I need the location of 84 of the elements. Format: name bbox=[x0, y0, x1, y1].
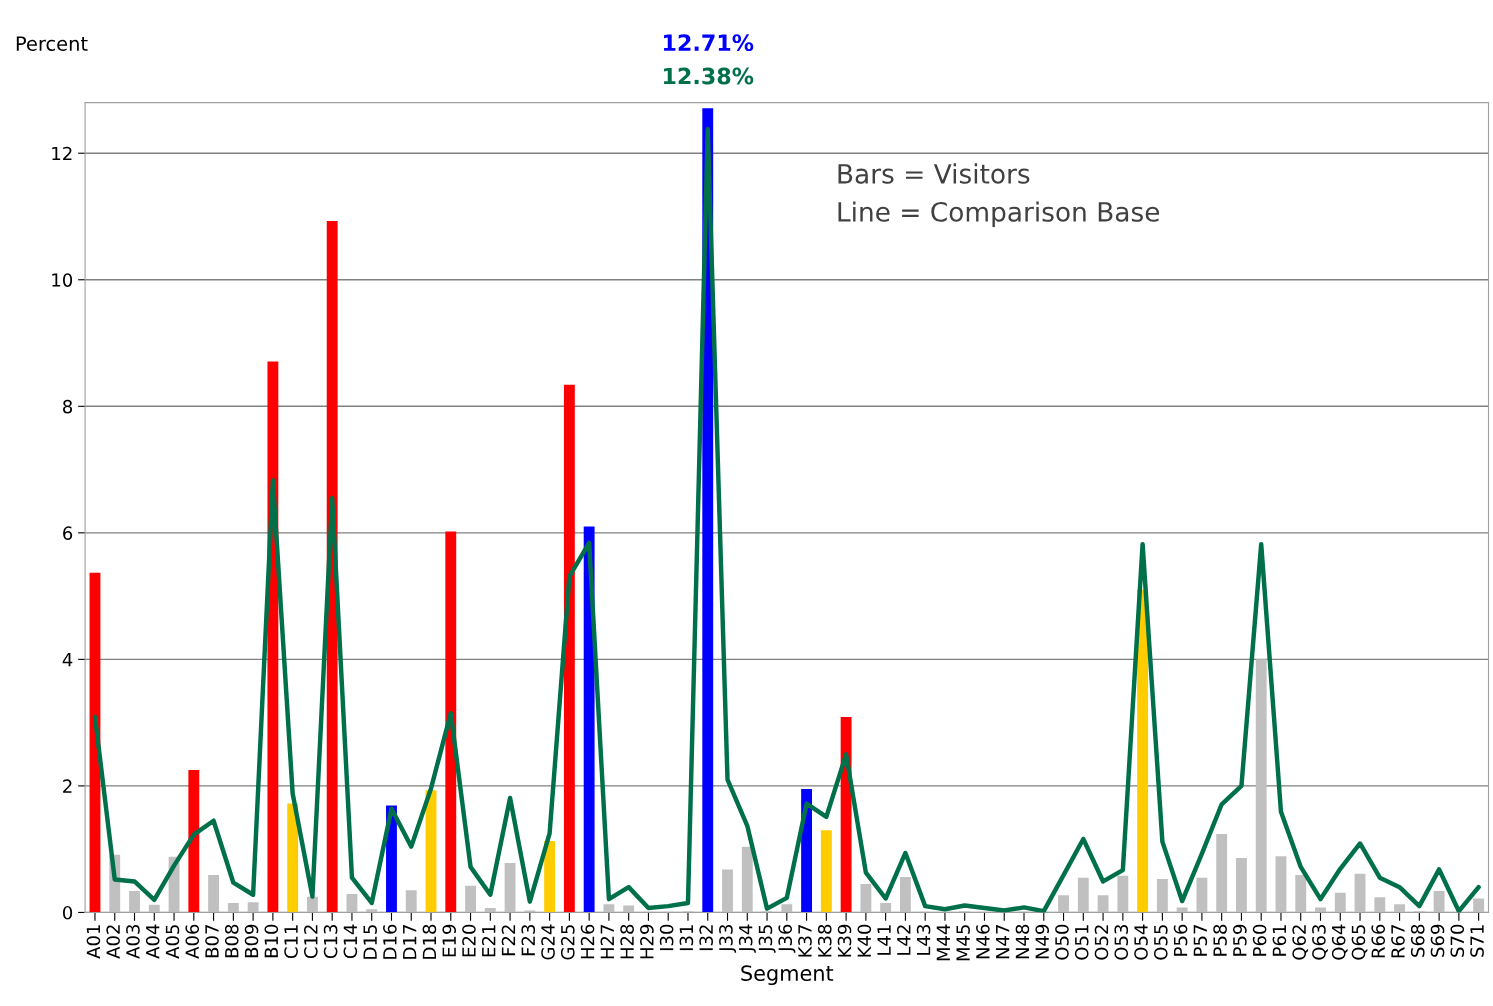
x-tick-label: E21 bbox=[481, 925, 496, 957]
x-tick-label: N49 bbox=[1035, 924, 1050, 959]
x-tick-label: N46 bbox=[976, 924, 990, 959]
y-tick-label: 10 bbox=[52, 273, 73, 287]
x-tick-label: D18 bbox=[422, 924, 437, 959]
x-axis-title: Segment bbox=[741, 965, 834, 986]
y-tick-label: 8 bbox=[63, 399, 73, 414]
x-tick-label: N47 bbox=[996, 925, 1010, 959]
data-label: 12.38% bbox=[663, 67, 754, 85]
x-tick-label: D17 bbox=[403, 925, 417, 959]
x-tick-label: K38 bbox=[817, 924, 832, 957]
x-tick-label: J34 bbox=[738, 924, 756, 953]
x-tick-label: K37 bbox=[798, 925, 812, 957]
x-tick-label: P57 bbox=[1193, 925, 1208, 956]
x-tick-label: H28 bbox=[620, 924, 634, 959]
x-tick-label: M44 bbox=[936, 924, 950, 961]
y-tick-label: 6 bbox=[63, 526, 73, 540]
y-axis-title: Percent bbox=[16, 36, 88, 51]
x-tick-label: K40 bbox=[857, 924, 872, 957]
x-tick-label: P58 bbox=[1213, 924, 1227, 956]
x-tick-label: R66 bbox=[1371, 924, 1386, 958]
x-tick-label: O55 bbox=[1153, 925, 1168, 960]
x-tick-label: H27 bbox=[600, 925, 614, 959]
x-tick-label: N48 bbox=[1015, 924, 1030, 959]
x-tick-label: E19 bbox=[442, 924, 457, 957]
x-tick-label: I31 bbox=[679, 925, 694, 951]
annotation: Line = Comparison Base bbox=[838, 201, 1160, 227]
x-tick-label: A01 bbox=[86, 925, 101, 959]
x-tick-label: A02 bbox=[106, 925, 120, 959]
x-tick-label: B07 bbox=[205, 925, 219, 958]
x-tick-label: C14 bbox=[343, 924, 358, 959]
x-tick-label: O54 bbox=[1134, 924, 1148, 960]
x-tick-label: E20 bbox=[462, 924, 476, 957]
x-tick-label: B10 bbox=[264, 924, 279, 958]
x-tick-label: L42 bbox=[896, 925, 911, 955]
x-tick-label: H29 bbox=[640, 924, 654, 959]
x-tick-label: B09 bbox=[244, 924, 259, 958]
x-tick-label: L41 bbox=[877, 925, 891, 955]
x-tick-label: C13 bbox=[323, 925, 338, 959]
x-tick-label: D16 bbox=[383, 924, 397, 959]
x-tick-label: S68 bbox=[1410, 924, 1425, 957]
x-tick-label: D15 bbox=[363, 925, 377, 959]
x-tick-label: F23 bbox=[521, 925, 536, 956]
x-tick-label: F22 bbox=[501, 925, 516, 956]
x-tick-label: P61 bbox=[1272, 925, 1287, 956]
x-tick-label: O51 bbox=[1074, 925, 1089, 960]
x-tick-label: Q62 bbox=[1292, 925, 1309, 960]
x-tick-label: S70 bbox=[1450, 924, 1465, 957]
x-tick-label: J33 bbox=[719, 925, 737, 953]
y-tick-label: 2 bbox=[63, 779, 72, 793]
y-tick-label: 12 bbox=[52, 146, 72, 161]
x-tick-label: K39 bbox=[837, 924, 852, 957]
x-tick-label: Q64 bbox=[1331, 924, 1348, 960]
y-tick-label: 4 bbox=[62, 653, 73, 667]
x-tick-label: A03 bbox=[126, 925, 140, 959]
x-tick-label: C12 bbox=[304, 925, 318, 959]
x-tick-label: A06 bbox=[185, 924, 200, 959]
y-tick-label: 0 bbox=[63, 905, 73, 920]
x-tick-label: S71 bbox=[1470, 925, 1484, 957]
x-tick-label: H26 bbox=[580, 924, 595, 959]
x-tick-label: O50 bbox=[1055, 924, 1069, 960]
x-tick-label: A04 bbox=[145, 924, 160, 959]
x-tick-label: O52 bbox=[1094, 925, 1109, 960]
x-tick-label: O53 bbox=[1114, 925, 1129, 960]
x-tick-label: I32 bbox=[699, 925, 713, 951]
x-tick-label: C11 bbox=[284, 925, 298, 959]
x-tick-label: P59 bbox=[1233, 924, 1247, 956]
x-tick-label: P60 bbox=[1252, 924, 1267, 956]
x-tick-label: R67 bbox=[1391, 925, 1405, 958]
x-tick-label: G25 bbox=[560, 925, 575, 960]
x-tick-label: J36 bbox=[778, 924, 796, 953]
x-tick-label: M45 bbox=[956, 925, 970, 961]
x-tick-label: G24 bbox=[541, 924, 555, 960]
x-tick-label: B08 bbox=[224, 924, 239, 958]
data-label: 12.71% bbox=[663, 34, 754, 52]
x-tick-label: J35 bbox=[758, 925, 776, 953]
x-tick-label: I30 bbox=[659, 924, 674, 951]
annotation: Bars = Visitors bbox=[838, 163, 1030, 184]
x-tick-label: L43 bbox=[916, 925, 931, 955]
x-tick-label: P56 bbox=[1173, 924, 1188, 956]
x-tick-label: Q65 bbox=[1351, 925, 1368, 960]
x-tick-label: S69 bbox=[1430, 924, 1445, 957]
x-tick-label: Q63 bbox=[1312, 925, 1328, 960]
x-tick-label: A05 bbox=[165, 925, 180, 959]
